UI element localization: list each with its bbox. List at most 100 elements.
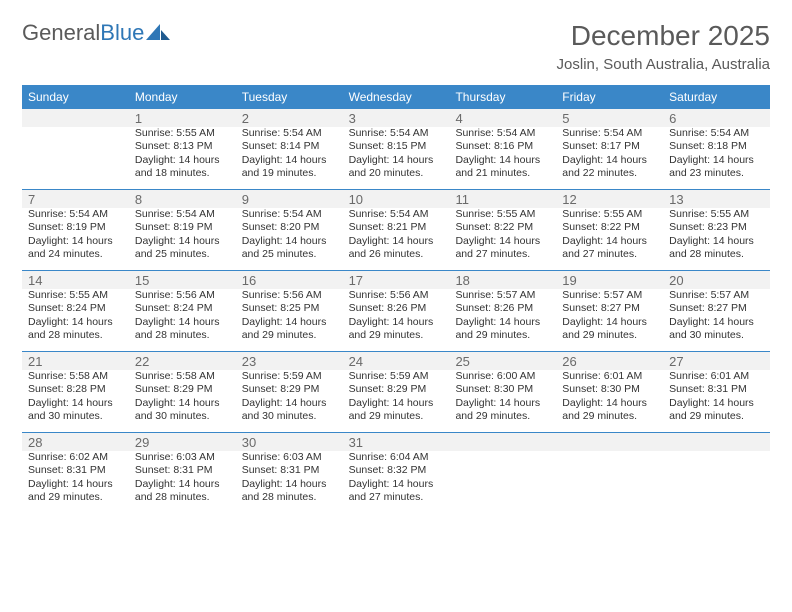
sunset-text: Sunset: 8:22 PM xyxy=(562,221,657,234)
sunrise-text: Sunrise: 5:55 AM xyxy=(135,127,230,140)
day-cell: Sunrise: 5:57 AMSunset: 8:27 PMDaylight:… xyxy=(663,289,770,351)
day-number: 22 xyxy=(135,354,230,369)
sunset-text: Sunset: 8:16 PM xyxy=(455,140,550,153)
sunset-text: Sunset: 8:15 PM xyxy=(349,140,444,153)
daylight-text: Daylight: 14 hours and 29 minutes. xyxy=(455,397,550,424)
sunset-text: Sunset: 8:20 PM xyxy=(242,221,337,234)
day-cell-header xyxy=(22,109,129,127)
logo-text-1: General xyxy=(22,20,100,46)
day-cell: Sunrise: 5:57 AMSunset: 8:26 PMDaylight:… xyxy=(449,289,556,351)
week-daynum-row: 14151617181920 xyxy=(22,271,770,289)
daylight-text: Daylight: 14 hours and 29 minutes. xyxy=(562,397,657,424)
day-info: Sunrise: 5:58 AMSunset: 8:29 PMDaylight:… xyxy=(135,370,230,424)
title-block: December 2025 Joslin, South Australia, A… xyxy=(557,20,770,73)
sunrise-text: Sunrise: 5:54 AM xyxy=(135,208,230,221)
day-cell-header: 29 xyxy=(129,433,236,451)
sunset-text: Sunset: 8:22 PM xyxy=(455,221,550,234)
day-info: Sunrise: 5:54 AMSunset: 8:17 PMDaylight:… xyxy=(562,127,657,181)
day-number: 27 xyxy=(669,354,764,369)
day-cell: Sunrise: 5:55 AMSunset: 8:24 PMDaylight:… xyxy=(22,289,129,351)
day-cell-header: 25 xyxy=(449,352,556,370)
day-info: Sunrise: 5:56 AMSunset: 8:25 PMDaylight:… xyxy=(242,289,337,343)
sunrise-text: Sunrise: 5:55 AM xyxy=(562,208,657,221)
sunrise-text: Sunrise: 6:03 AM xyxy=(242,451,337,464)
daylight-text: Daylight: 14 hours and 28 minutes. xyxy=(28,316,123,343)
sunrise-text: Sunrise: 5:57 AM xyxy=(562,289,657,302)
day-cell-header: 14 xyxy=(22,271,129,289)
daylight-text: Daylight: 14 hours and 27 minutes. xyxy=(455,235,550,262)
day-cell: Sunrise: 5:56 AMSunset: 8:24 PMDaylight:… xyxy=(129,289,236,351)
day-cell-header xyxy=(663,433,770,451)
sunrise-text: Sunrise: 6:01 AM xyxy=(669,370,764,383)
sunset-text: Sunset: 8:31 PM xyxy=(669,383,764,396)
day-cell: Sunrise: 5:55 AMSunset: 8:22 PMDaylight:… xyxy=(449,208,556,270)
day-number: 24 xyxy=(349,354,444,369)
daylight-text: Daylight: 14 hours and 30 minutes. xyxy=(669,316,764,343)
sunrise-text: Sunrise: 5:55 AM xyxy=(455,208,550,221)
day-cell: Sunrise: 5:58 AMSunset: 8:28 PMDaylight:… xyxy=(22,370,129,432)
daylight-text: Daylight: 14 hours and 22 minutes. xyxy=(562,154,657,181)
day-info: Sunrise: 5:56 AMSunset: 8:24 PMDaylight:… xyxy=(135,289,230,343)
day-number: 3 xyxy=(349,111,444,126)
day-number: 12 xyxy=(562,192,657,207)
sunrise-text: Sunrise: 5:59 AM xyxy=(242,370,337,383)
sunset-text: Sunset: 8:26 PM xyxy=(349,302,444,315)
week-row: Sunrise: 5:55 AMSunset: 8:13 PMDaylight:… xyxy=(22,127,770,190)
day-info: Sunrise: 5:54 AMSunset: 8:20 PMDaylight:… xyxy=(242,208,337,262)
sunrise-text: Sunrise: 5:58 AM xyxy=(28,370,123,383)
day-cell: Sunrise: 5:54 AMSunset: 8:17 PMDaylight:… xyxy=(556,127,663,189)
daylight-text: Daylight: 14 hours and 26 minutes. xyxy=(349,235,444,262)
daylight-text: Daylight: 14 hours and 27 minutes. xyxy=(349,478,444,505)
sunset-text: Sunset: 8:31 PM xyxy=(242,464,337,477)
daylight-text: Daylight: 14 hours and 28 minutes. xyxy=(135,316,230,343)
day-number: 31 xyxy=(349,435,444,450)
day-cell xyxy=(556,451,663,513)
weekday-col: Monday xyxy=(129,85,236,109)
daylight-text: Daylight: 14 hours and 25 minutes. xyxy=(135,235,230,262)
day-info: Sunrise: 5:54 AMSunset: 8:19 PMDaylight:… xyxy=(135,208,230,262)
day-number: 13 xyxy=(669,192,764,207)
day-info: Sunrise: 5:54 AMSunset: 8:16 PMDaylight:… xyxy=(455,127,550,181)
daylight-text: Daylight: 14 hours and 20 minutes. xyxy=(349,154,444,181)
day-info: Sunrise: 5:55 AMSunset: 8:23 PMDaylight:… xyxy=(669,208,764,262)
logo: GeneralBlue xyxy=(22,20,170,46)
daylight-text: Daylight: 14 hours and 24 minutes. xyxy=(28,235,123,262)
sunrise-text: Sunrise: 6:00 AM xyxy=(455,370,550,383)
day-info: Sunrise: 6:01 AMSunset: 8:31 PMDaylight:… xyxy=(669,370,764,424)
day-number: 19 xyxy=(562,273,657,288)
daylight-text: Daylight: 14 hours and 19 minutes. xyxy=(242,154,337,181)
sunset-text: Sunset: 8:29 PM xyxy=(349,383,444,396)
sunrise-text: Sunrise: 5:54 AM xyxy=(562,127,657,140)
sunset-text: Sunset: 8:24 PM xyxy=(28,302,123,315)
sunrise-text: Sunrise: 5:55 AM xyxy=(669,208,764,221)
day-cell-header xyxy=(556,433,663,451)
calendar: Sunday Monday Tuesday Wednesday Thursday… xyxy=(22,85,770,513)
sunset-text: Sunset: 8:30 PM xyxy=(562,383,657,396)
sunrise-text: Sunrise: 6:01 AM xyxy=(562,370,657,383)
day-cell-header: 10 xyxy=(343,190,450,208)
sunrise-text: Sunrise: 5:58 AM xyxy=(135,370,230,383)
sunrise-text: Sunrise: 5:54 AM xyxy=(349,208,444,221)
daylight-text: Daylight: 14 hours and 30 minutes. xyxy=(242,397,337,424)
day-info: Sunrise: 6:00 AMSunset: 8:30 PMDaylight:… xyxy=(455,370,550,424)
day-cell-header: 26 xyxy=(556,352,663,370)
sunrise-text: Sunrise: 5:55 AM xyxy=(28,289,123,302)
daylight-text: Daylight: 14 hours and 30 minutes. xyxy=(135,397,230,424)
day-cell: Sunrise: 6:03 AMSunset: 8:31 PMDaylight:… xyxy=(236,451,343,513)
day-cell: Sunrise: 5:54 AMSunset: 8:16 PMDaylight:… xyxy=(449,127,556,189)
sunset-text: Sunset: 8:21 PM xyxy=(349,221,444,234)
sunset-text: Sunset: 8:19 PM xyxy=(135,221,230,234)
day-cell: Sunrise: 6:00 AMSunset: 8:30 PMDaylight:… xyxy=(449,370,556,432)
day-number: 16 xyxy=(242,273,337,288)
location-text: Joslin, South Australia, Australia xyxy=(557,56,770,73)
day-cell-header: 2 xyxy=(236,109,343,127)
day-cell-header: 31 xyxy=(343,433,450,451)
day-cell-header: 24 xyxy=(343,352,450,370)
day-number: 18 xyxy=(455,273,550,288)
sunrise-text: Sunrise: 5:56 AM xyxy=(349,289,444,302)
day-cell: Sunrise: 5:54 AMSunset: 8:14 PMDaylight:… xyxy=(236,127,343,189)
daylight-text: Daylight: 14 hours and 25 minutes. xyxy=(242,235,337,262)
sunrise-text: Sunrise: 5:54 AM xyxy=(669,127,764,140)
daylight-text: Daylight: 14 hours and 27 minutes. xyxy=(562,235,657,262)
daylight-text: Daylight: 14 hours and 28 minutes. xyxy=(669,235,764,262)
